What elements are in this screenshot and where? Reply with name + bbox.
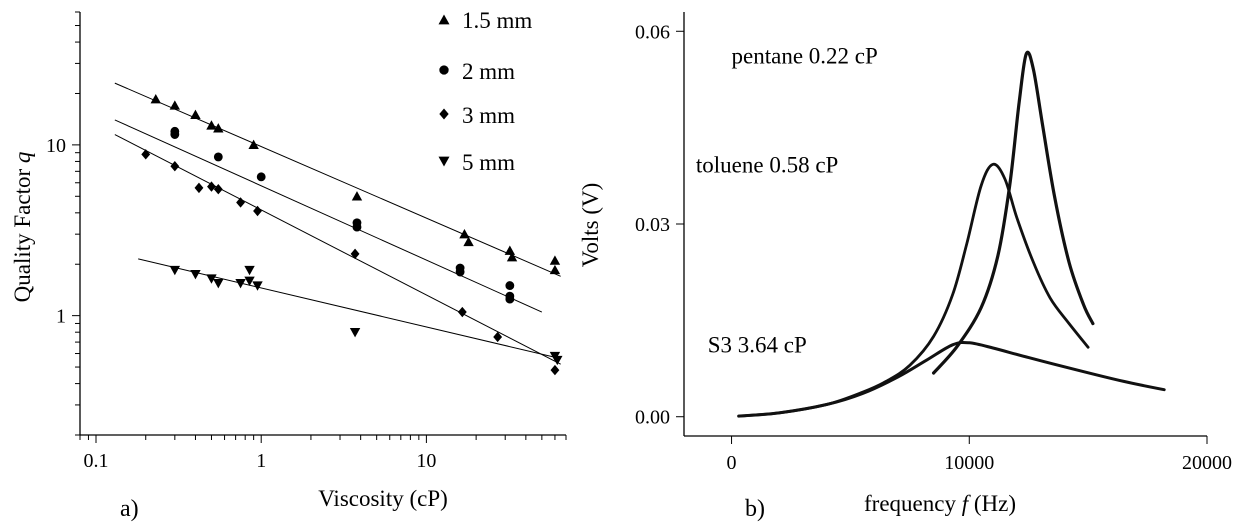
data-point-2-mm (505, 281, 515, 290)
data-point-3-mm (550, 364, 560, 376)
panel-a-fit-lines (114, 82, 561, 365)
legend-label-5-mm: 5 mm (462, 150, 515, 175)
panel-b: 0 10000 20000 0.00 0.03 0.06 pentane 0.22 cP t… (578, 12, 1232, 522)
data-point-5-mm (244, 265, 255, 276)
data-point-1-5-mm (213, 123, 224, 133)
panel-b-y-axis-label: Volts (V) (578, 183, 603, 268)
panel-b-x-tick-label: 10000 (944, 452, 994, 474)
data-point-3-mm (194, 182, 204, 194)
data-point-2-mm (256, 172, 266, 182)
legend-marker-diamond (439, 108, 449, 120)
data-point-1-5-mm (150, 94, 161, 104)
fit-line-2-mm (114, 119, 543, 313)
panel-a-y-tick-label: 1 (56, 306, 66, 328)
panel-a-x-tick-label: 0.1 (84, 450, 109, 472)
panel-b-x-axis-label-symbol: f (962, 491, 972, 516)
legend-marker-circle (439, 65, 449, 75)
panel-a-x-axis-label: Viscosity (cP) (318, 486, 448, 511)
panel-a-ticks: 0.1 1 10 1 10 (46, 11, 567, 472)
fit-line-3-mm (114, 134, 561, 365)
data-point-3-mm (207, 181, 216, 192)
data-point-2-mm (170, 130, 180, 139)
panel-b-x-axis-label-text: frequency (864, 491, 962, 516)
data-point-5-mm (252, 281, 263, 291)
annotation-toluene-0-58-cp: toluene 0.58 cP (696, 153, 838, 178)
panel-b-ticks: 0 10000 20000 0.00 0.03 0.06 (635, 21, 1232, 474)
data-point-3-mm (253, 205, 262, 217)
panel-b-y-tick-label: 0.03 (635, 214, 670, 236)
fit-line-5-mm (138, 258, 561, 360)
panel-a: 0.1 1 10 1 10 1.5 mm 2 mm 3 mm 5 mm Viscosit… (10, 8, 567, 522)
panel-b-curves (737, 50, 1166, 418)
panel-a-legend: 1.5 mm 2 mm 3 mm 5 mm (438, 8, 532, 175)
legend-label-3-mm: 3 mm (462, 103, 515, 128)
panel-b-x-tick-label: 20000 (1182, 452, 1232, 474)
data-point-1-5-mm (506, 251, 518, 262)
data-point-3-mm (493, 331, 503, 343)
panel-a-y-axis-label: Quality Factor q (10, 152, 35, 303)
data-point-1-5-mm (206, 120, 217, 130)
data-point-5-mm (244, 276, 255, 286)
data-point-5-mm (213, 278, 224, 289)
panel-b-x-tick-label: 0 (727, 452, 737, 474)
panel-a-y-tick-label: 10 (46, 135, 66, 157)
legend-item-1-5-mm: 1.5 mm (438, 8, 532, 33)
panel-a-x-tick-label: 10 (416, 450, 436, 472)
legend-label-1-5-mm: 1.5 mm (462, 8, 532, 33)
annotation-s3-3-64-cp: S3 3.64 cP (708, 332, 807, 357)
panel-a-label: a) (120, 496, 139, 522)
curve-toluene-0-58-cp (737, 162, 1090, 418)
panel-b-x-axis-label: frequency f (Hz) (864, 491, 1016, 516)
data-point-5-mm (190, 269, 201, 280)
panel-a-y-axis-label-symbol: q (10, 152, 35, 164)
panel-a-y-axis-label-text: Quality Factor (10, 163, 35, 302)
data-point-2-mm (352, 222, 362, 232)
panel-b-label: b) (745, 496, 765, 522)
data-point-2-mm (505, 294, 515, 304)
panel-b-frame (683, 12, 1207, 437)
data-point-3-mm (457, 306, 467, 318)
data-point-5-mm (349, 328, 361, 338)
legend-item-5-mm: 5 mm (438, 150, 515, 175)
legend-marker-triangle-down (438, 156, 450, 167)
panel-a-points (141, 94, 563, 376)
legend-label-2-mm: 2 mm (462, 59, 515, 84)
data-point-5-mm (235, 278, 246, 289)
data-point-3-mm (213, 184, 223, 195)
data-point-1-5-mm (504, 245, 516, 255)
legend-item-3-mm: 3 mm (439, 103, 515, 128)
data-point-2-mm (455, 267, 465, 277)
data-point-5-mm (169, 265, 181, 276)
data-point-1-5-mm (463, 236, 474, 247)
data-point-1-5-mm (190, 109, 201, 119)
legend-item-2-mm: 2 mm (439, 59, 515, 84)
panel-b-x-axis-label-unit: (Hz) (968, 491, 1016, 516)
panel-b-y-tick-label: 0.06 (635, 21, 670, 43)
legend-marker-triangle-up (438, 14, 450, 25)
data-point-1-5-mm (549, 255, 561, 265)
panel-a-frame (79, 12, 566, 436)
data-point-1-5-mm (549, 264, 561, 275)
annotation-pentane-0-22-cp: pentane 0.22 cP (732, 43, 878, 68)
data-point-3-mm (141, 149, 151, 160)
data-point-1-5-mm (169, 100, 181, 110)
panel-b-annotations: pentane 0.22 cP toluene 0.58 cP S3 3.64 cP (696, 43, 878, 357)
data-point-3-mm (236, 197, 245, 208)
data-point-1-5-mm (459, 228, 470, 239)
data-point-5-mm (552, 355, 563, 366)
curve-pentane-0-22-cp (932, 50, 1095, 375)
panel-a-x-tick-label: 1 (256, 450, 266, 472)
panel-b-y-tick-label: 0.00 (635, 407, 670, 429)
data-point-2-mm (213, 152, 223, 162)
data-point-5-mm (206, 274, 217, 284)
fit-line-1-5-mm (114, 82, 561, 277)
data-point-1-5-mm (351, 191, 363, 201)
data-point-1-5-mm (248, 139, 259, 150)
data-point-3-mm (170, 161, 180, 172)
curve-s3-3-64-cp (737, 340, 1166, 418)
data-point-3-mm (350, 248, 360, 260)
